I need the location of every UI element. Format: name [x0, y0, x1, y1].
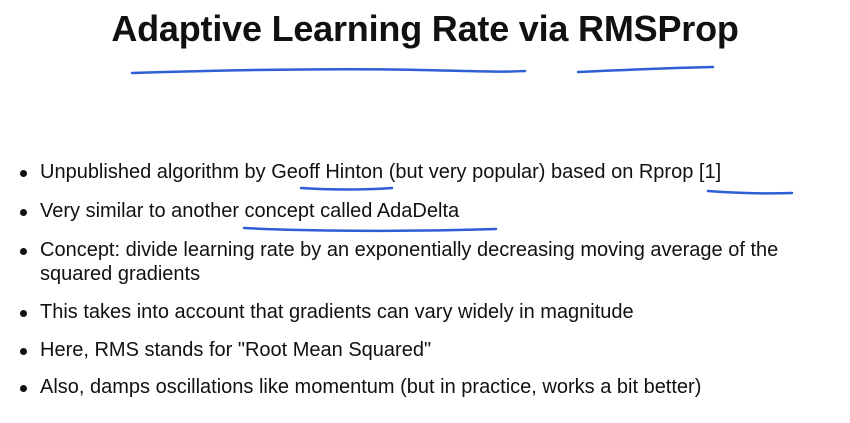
bullet-text: This takes into account that gradients c… [40, 301, 634, 323]
bullet-text: Also, damps oscillations like momentum (… [40, 376, 702, 398]
bullet-dot [20, 209, 27, 216]
bullet-text: Concept: divide learning rate by an expo… [40, 239, 779, 285]
bullet-dot [20, 310, 27, 317]
bullet-text: Very similar to another concept called A… [40, 200, 460, 222]
bullet-dot [20, 170, 27, 177]
slide-title: Adaptive Learning Rate via RMSProp [111, 8, 739, 49]
bullet-dot [20, 348, 27, 355]
bullet-text: Unpublished algorithm by Geoff Hinton (b… [40, 161, 722, 183]
bullet-dot [20, 385, 27, 392]
bullet-text: Here, RMS stands for "Root Mean Squared" [40, 339, 432, 361]
bullet-dot [20, 248, 27, 255]
